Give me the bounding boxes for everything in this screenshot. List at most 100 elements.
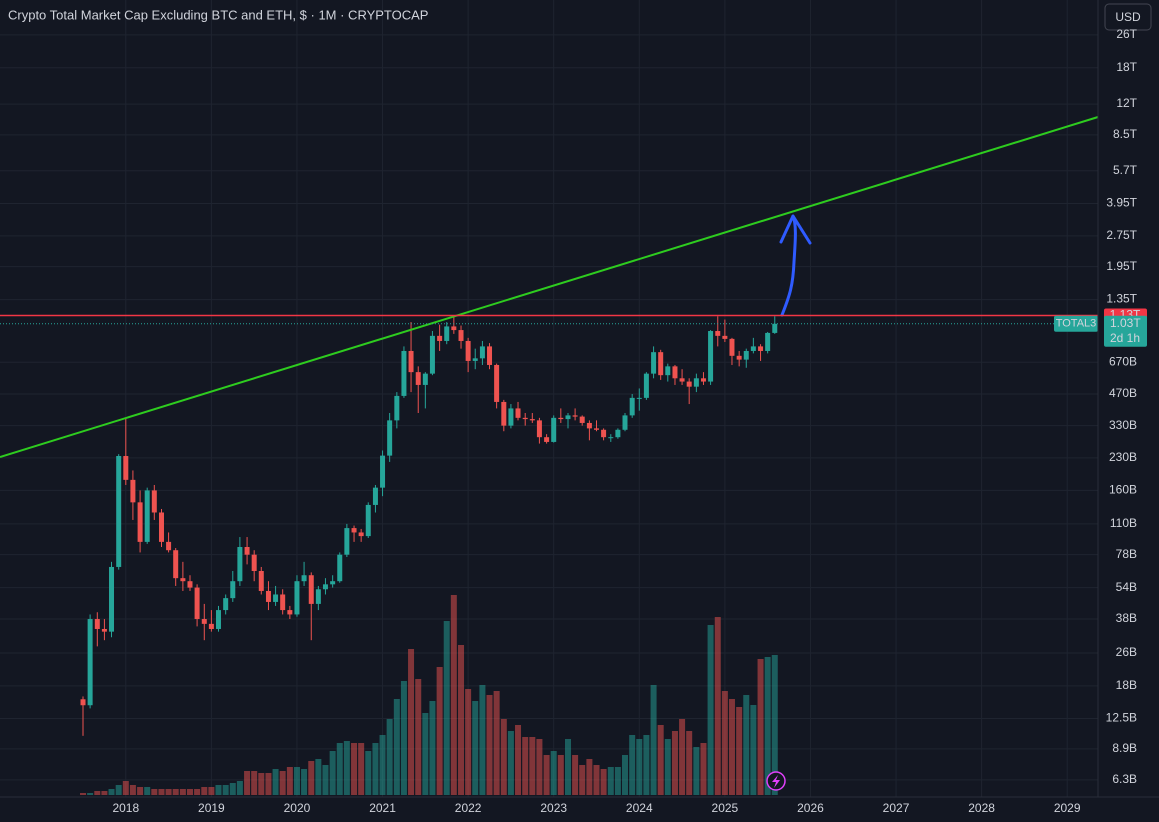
candle-body (643, 373, 649, 398)
candle-body (144, 490, 150, 542)
candle-body (280, 594, 286, 611)
x-tick-label: 2026 (797, 801, 824, 815)
volume-bar (386, 719, 393, 795)
volume-bar (101, 791, 108, 795)
volume-bar (507, 731, 514, 795)
candle-body (586, 422, 592, 429)
volume-bar (351, 743, 358, 795)
candle-body (116, 456, 122, 567)
candle-body (536, 420, 542, 438)
currency-button[interactable] (1104, 3, 1152, 31)
grid (0, 0, 1098, 797)
volume-bar (664, 739, 671, 795)
candle-body (722, 335, 728, 339)
x-tick-label: 2025 (712, 801, 739, 815)
candle-body (237, 546, 243, 582)
volume-bar (165, 789, 172, 795)
currency-button-label[interactable]: USD (1115, 10, 1141, 24)
volume-bar (636, 739, 643, 795)
volume-bar (728, 699, 735, 795)
x-tick-label: 2018 (112, 801, 139, 815)
volume-bar (272, 769, 279, 795)
volume-bar (550, 751, 557, 795)
candle-body (700, 378, 706, 382)
candle-body (636, 397, 642, 399)
candle-body (736, 355, 742, 360)
volume-bar (293, 767, 300, 795)
candle-body (451, 326, 457, 331)
countdown-label: 2d 1h (1110, 331, 1140, 345)
candle-body (622, 415, 628, 430)
volume-bar (179, 789, 186, 795)
candle-body (715, 331, 721, 336)
volume-bar (265, 773, 272, 795)
volume-bar (365, 751, 372, 795)
volume-bar (657, 725, 664, 795)
y-tick-label: 18T (1116, 60, 1137, 74)
chart-title: Crypto Total Market Cap Excluding BTC an… (8, 7, 428, 22)
volume-bar (315, 759, 322, 795)
x-tick-label: 2023 (540, 801, 567, 815)
volume-bar (258, 773, 265, 795)
volume-bar (129, 785, 136, 795)
candle-body (315, 589, 321, 604)
symbol-label: TOTAL3 (1056, 318, 1097, 330)
volume-bar (186, 789, 193, 795)
volume-bar (115, 785, 122, 795)
volume-bar (436, 667, 443, 795)
volume-bar (229, 783, 236, 795)
candle-body (137, 502, 143, 542)
x-tick-label: 2022 (455, 801, 482, 815)
candle-body (80, 699, 86, 706)
volume-bar (557, 755, 564, 795)
volume-pane (80, 595, 778, 795)
volume-bar (750, 705, 757, 795)
y-tick-label: 54B (1116, 580, 1137, 594)
volume-bar (522, 737, 529, 795)
candle-body (94, 619, 100, 629)
volume-bar (137, 787, 144, 795)
candle-body (180, 578, 186, 582)
candle-body (729, 338, 735, 356)
y-tick-label: 160B (1109, 483, 1137, 497)
candle-body (380, 455, 386, 488)
volume-bar (465, 689, 472, 795)
candle-body (551, 417, 557, 442)
volume-bar (629, 735, 636, 795)
volume-bar (564, 739, 571, 795)
candle-body (479, 346, 485, 359)
volume-bar (515, 725, 522, 795)
candle-body (429, 335, 435, 374)
volume-bar (415, 679, 422, 795)
volume-bar (572, 755, 579, 795)
volume-bar (222, 785, 229, 795)
volume-bar (301, 769, 308, 795)
last-price-label: 1.03T (1110, 316, 1141, 330)
candle-body (330, 581, 336, 585)
candle-body (487, 346, 493, 365)
volume-bar (379, 735, 386, 795)
candle-body (765, 332, 771, 351)
volume-bar (122, 781, 129, 795)
y-tick-label: 470B (1109, 386, 1137, 400)
volume-bar (500, 719, 507, 795)
candle-body (265, 590, 271, 602)
candle-body (508, 408, 514, 426)
events-icon-glyph (772, 775, 780, 788)
x-tick-label: 2021 (369, 801, 396, 815)
volume-bar (586, 759, 593, 795)
candle-body (629, 397, 635, 416)
candle-body (294, 581, 300, 615)
volume-bar (679, 719, 686, 795)
y-tick-label: 5.7T (1113, 163, 1138, 177)
last-price-box (1104, 315, 1147, 347)
candle-body (394, 395, 400, 421)
y-tick-label: 3.95T (1106, 196, 1137, 210)
candle-body (708, 331, 714, 382)
volume-bar (329, 751, 336, 795)
candle-body (344, 528, 350, 555)
candle-body (665, 366, 671, 376)
y-tick-label: 1.35T (1106, 292, 1137, 306)
